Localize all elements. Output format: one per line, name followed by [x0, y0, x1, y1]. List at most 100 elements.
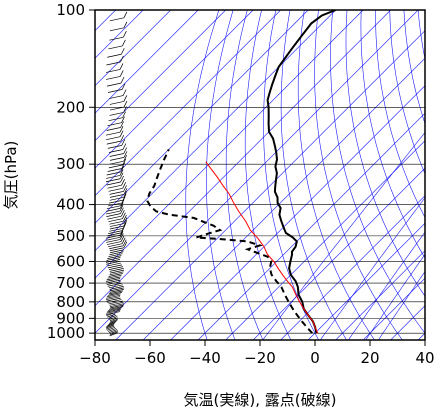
- wind-barb-flag: [121, 83, 126, 90]
- wind-barb: [109, 106, 125, 111]
- wind-barb-flag: [122, 182, 126, 189]
- isotherm-line: [362, 277, 425, 340]
- wind-barb: [109, 196, 124, 201]
- wind-barb: [109, 17, 124, 22]
- wind-barb-flag: [123, 95, 128, 102]
- wind-barb-flag: [123, 215, 127, 222]
- x-tick-label: 0: [310, 349, 320, 367]
- wind-barb: [106, 140, 121, 145]
- wind-barb-flag: [123, 155, 127, 162]
- mixing-ratio-line: [378, 270, 425, 340]
- wind-barb: [109, 249, 125, 254]
- wind-barb: [107, 274, 122, 279]
- wind-barb: [107, 122, 122, 127]
- wind-barb: [108, 218, 123, 223]
- wind-barb-flag: [123, 191, 128, 198]
- isotherm-line: [95, 10, 281, 197]
- wind-barb: [106, 234, 121, 239]
- wind-barb: [106, 281, 121, 286]
- wind-barb: [109, 245, 124, 250]
- wind-barb: [109, 225, 124, 230]
- dry-adiabat-line: [360, 10, 425, 259]
- mixing-ratio-line: [262, 132, 425, 340]
- y-tick-label: 800: [56, 293, 85, 311]
- y-tick-label: 400: [56, 196, 85, 214]
- wind-barb: [109, 332, 118, 337]
- sounding-series: [146, 10, 337, 334]
- wind-barb: [108, 300, 123, 305]
- isotherm-line: [252, 167, 425, 340]
- wind-barb: [105, 210, 121, 215]
- wind-barb: [108, 253, 123, 258]
- wind-barb-flag: [120, 121, 124, 128]
- x-tick-label: −20: [244, 349, 276, 367]
- dry-adiabat-line: [375, 10, 425, 219]
- isotherm-line: [197, 112, 425, 340]
- wind-barb-flag: [123, 219, 128, 227]
- wind-barb: [109, 220, 124, 225]
- wind-barb-flag: [122, 158, 127, 166]
- wind-barb: [109, 268, 124, 272]
- wind-barb: [106, 279, 121, 284]
- y-tick-label: 700: [56, 274, 85, 292]
- wind-barb: [106, 205, 122, 210]
- wind-barb: [109, 330, 118, 335]
- wind-barb: [106, 325, 115, 330]
- wind-barb: [107, 53, 122, 58]
- wind-barb: [109, 269, 125, 274]
- wind-barb-flag: [120, 235, 125, 242]
- wind-barb: [109, 329, 118, 333]
- wind-barb: [107, 264, 123, 269]
- wind-barb-flag: [119, 202, 124, 209]
- isotherm-line: [95, 10, 309, 224]
- wind-barb-flag: [122, 89, 127, 96]
- wind-barb-flag: [119, 126, 124, 133]
- wind-barb: [109, 318, 119, 323]
- isotherm-line: [95, 10, 199, 114]
- wind-barb: [109, 303, 125, 308]
- x-axis-title: 気温(実線), 露点(破線): [184, 391, 337, 409]
- wind-barb-flag: [123, 241, 128, 248]
- wind-barb: [108, 307, 123, 312]
- mixing-ratio-line: [320, 197, 425, 340]
- wind-barb: [109, 319, 118, 324]
- wind-barb-flag: [121, 210, 125, 217]
- wind-barb: [106, 308, 122, 313]
- isotherm-line: [95, 10, 391, 307]
- wind-barb: [106, 181, 121, 186]
- y-tick-label: 200: [56, 98, 85, 116]
- wind-barb-flag: [121, 116, 125, 123]
- x-tick-label: 40: [415, 349, 434, 367]
- dry-adiabat-line: [345, 10, 425, 297]
- dry-adiabat-line: [225, 10, 264, 340]
- wind-barb: [107, 292, 122, 296]
- wind-barb: [108, 243, 123, 248]
- wind-barb: [109, 191, 124, 195]
- wind-barb: [109, 247, 124, 252]
- wind-barb: [107, 255, 122, 259]
- dry-adiabat-line: [185, 10, 220, 340]
- wind-barb: [108, 321, 117, 325]
- wind-barb-flag: [123, 147, 128, 154]
- isotherm-line: [142, 57, 425, 340]
- wind-barb-flag: [123, 106, 127, 113]
- wind-barb: [105, 259, 121, 263]
- wind-barb: [109, 27, 125, 32]
- wind-barb: [105, 296, 121, 301]
- wind-barb-flag: [119, 70, 124, 77]
- wind-barb: [107, 184, 122, 189]
- wind-barb: [109, 112, 124, 116]
- wind-barb: [108, 149, 123, 153]
- y-tick-label: 100: [56, 1, 85, 19]
- wind-barb-flag: [123, 11, 128, 18]
- wind-barb: [106, 208, 121, 212]
- x-tick-label: −40: [189, 349, 221, 367]
- wind-barb-flag: [123, 100, 128, 108]
- wind-barb: [106, 257, 121, 261]
- wind-barb: [108, 273, 123, 277]
- wind-barb-flag: [119, 130, 124, 137]
- isotherm-line: [115, 30, 425, 340]
- wind-barb-flag: [119, 172, 124, 179]
- dry-adiabat-line: [314, 10, 403, 340]
